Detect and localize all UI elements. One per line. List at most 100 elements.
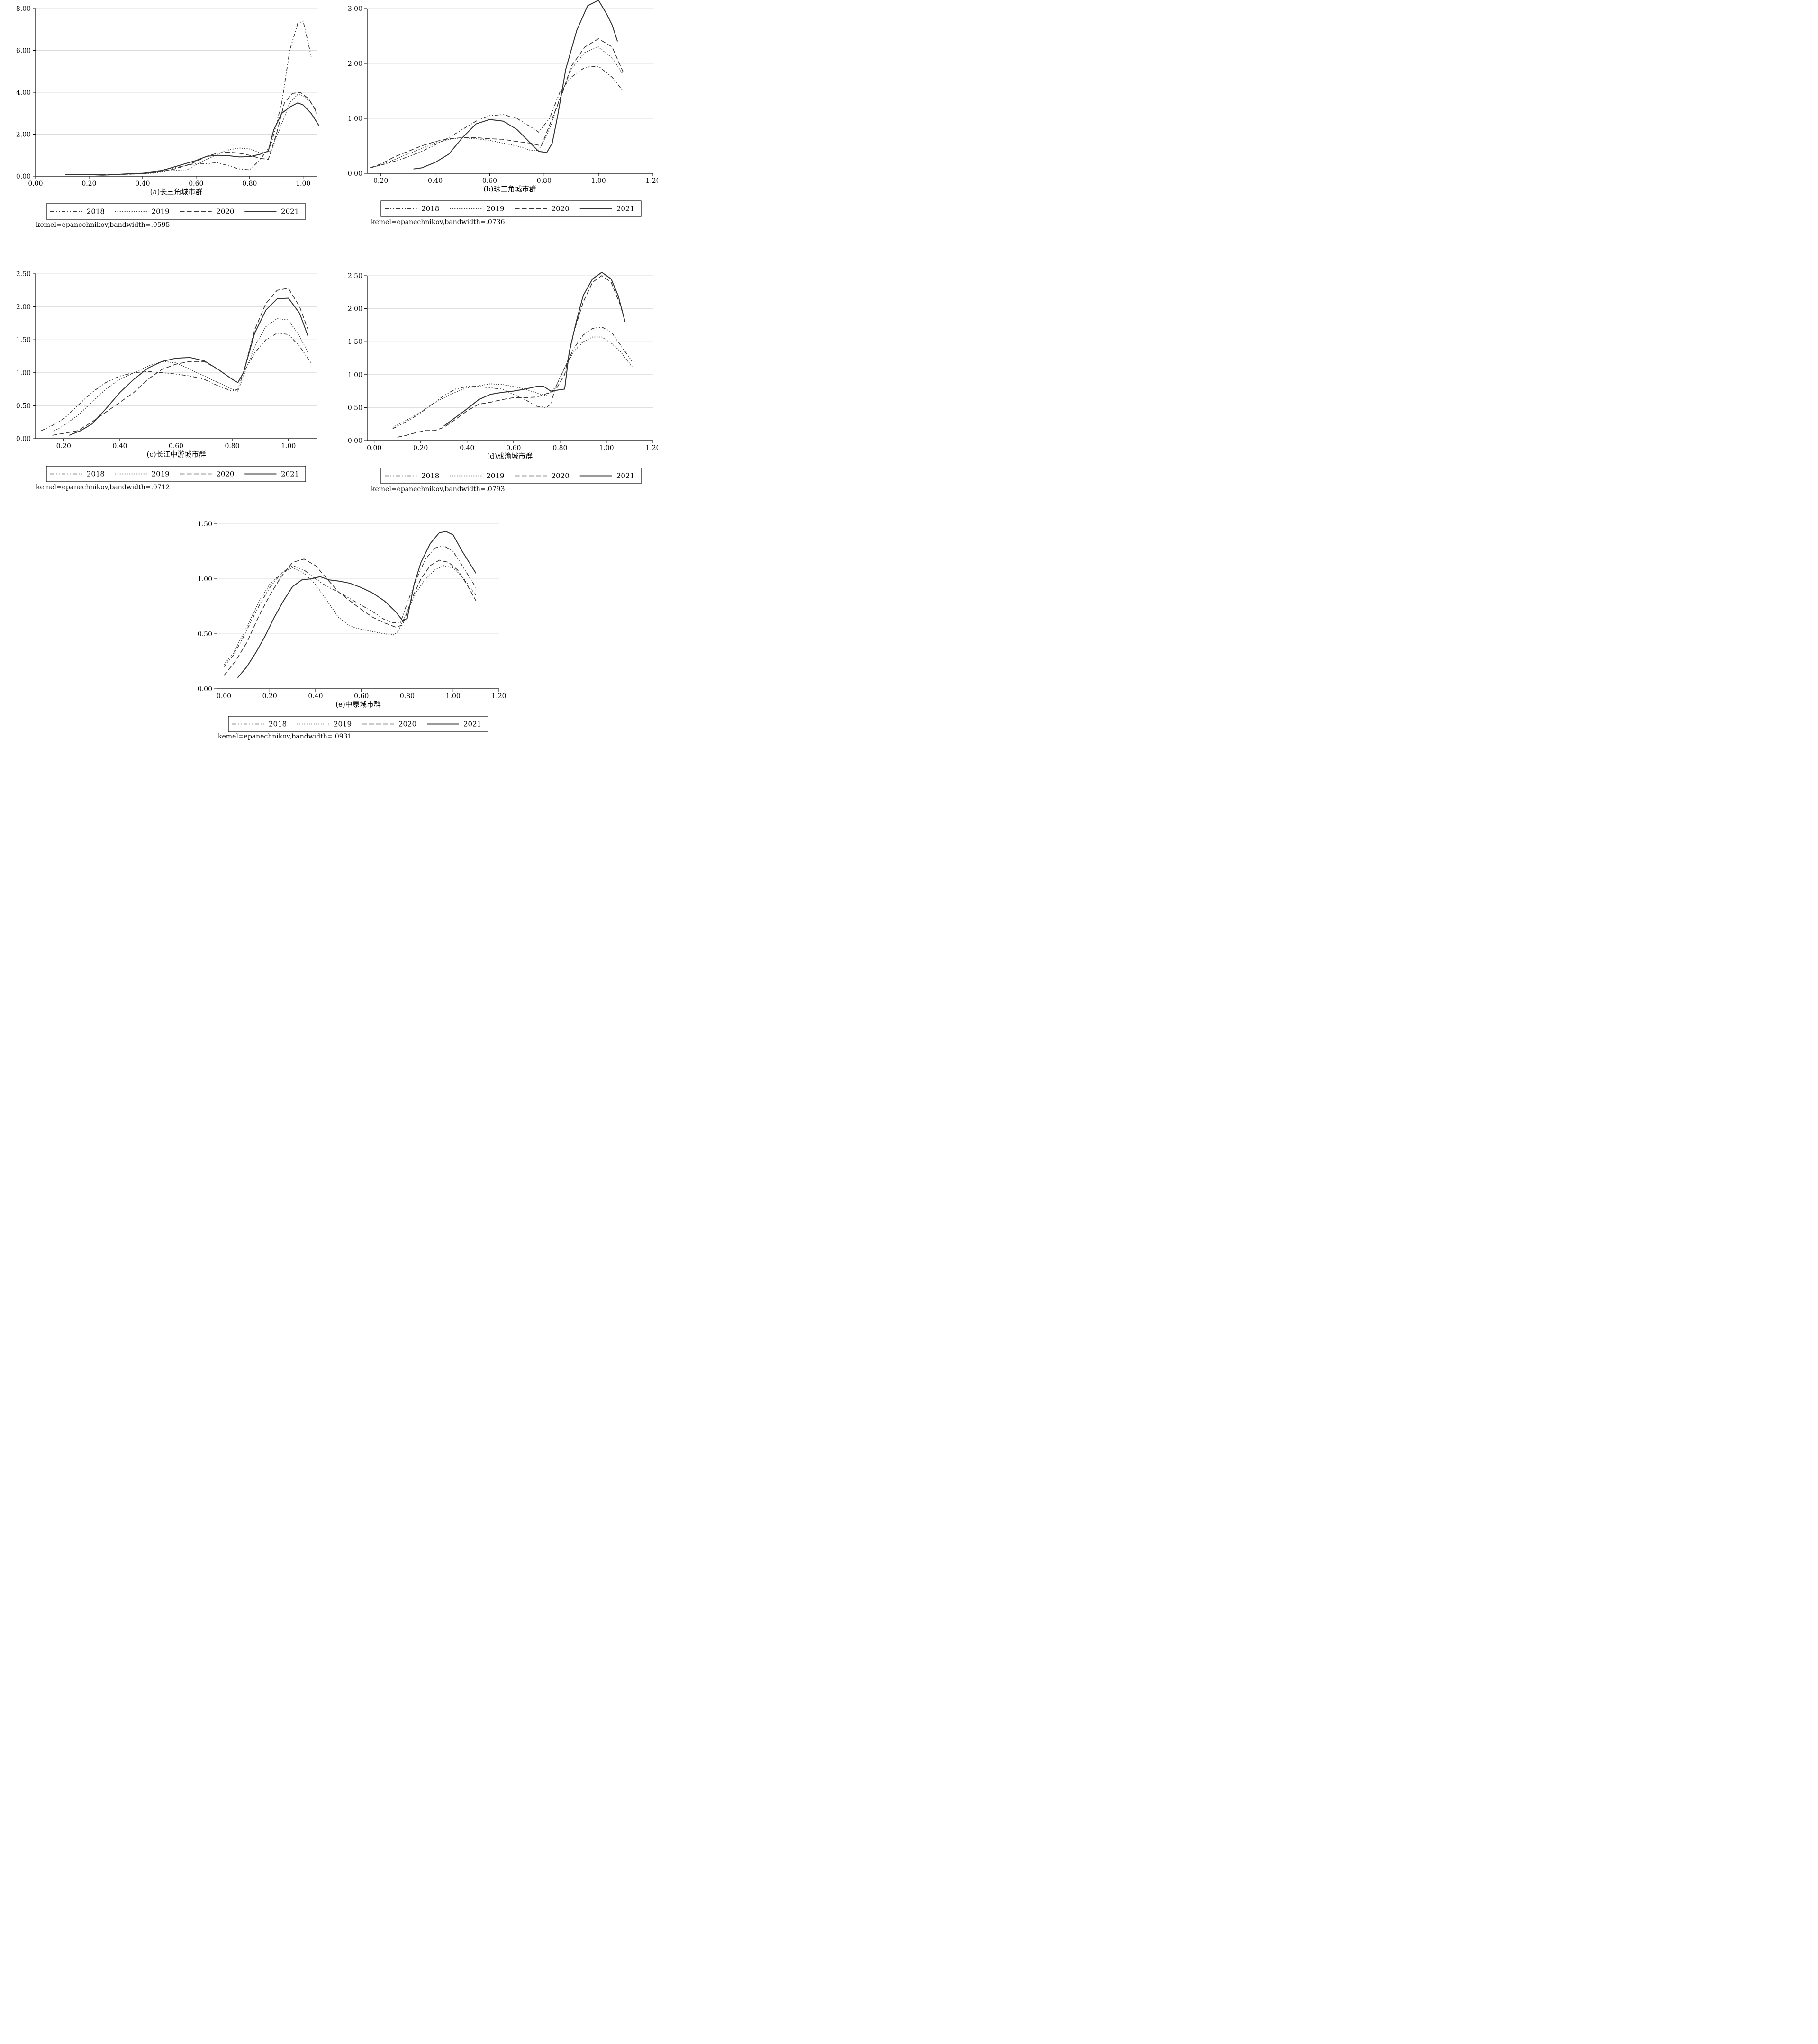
x-tick-label: 0.40	[428, 177, 443, 185]
x-tick-label: 0.40	[112, 442, 127, 450]
kernel-note: kemel=epanechnikov,bandwidth=.0595	[36, 221, 170, 229]
legend-label: 2020	[216, 207, 234, 216]
y-tick-label: 2.00	[348, 60, 362, 68]
y-tick-label: 2.00	[16, 304, 31, 311]
legend-label: 2021	[463, 720, 481, 729]
legend-label: 2020	[552, 205, 570, 213]
x-tick-label: 1.00	[296, 180, 310, 188]
x-tick-label: 0.60	[354, 693, 369, 700]
chart-caption: (b)珠三角城市群	[483, 185, 536, 193]
chart-panel-1: 0.00 2.00 4.00 6.00 8.00 0.00 0.20 0.40 0.60 0.80…	[16, 5, 320, 229]
series-line-2021	[413, 0, 618, 170]
legend-label: 2020	[552, 472, 570, 480]
x-tick-label: 1.20	[491, 693, 506, 700]
kernel-note: kemel=epanechnikov,bandwidth=.0931	[218, 733, 352, 740]
legend-label: 2018	[421, 205, 439, 213]
y-tick-label: 1.50	[348, 338, 362, 346]
legend: 2018 2019 2020 2021	[380, 468, 642, 484]
y-tick-label: 2.50	[348, 272, 362, 280]
y-tick-label: 2.00	[348, 306, 362, 313]
legend-label: 2018	[421, 472, 439, 480]
y-tick-label: 0.50	[348, 404, 362, 412]
chart-caption: (c)长江中游城市群	[146, 450, 206, 459]
series-line-2020	[65, 92, 317, 175]
legend: 2018 2019 2020 2021	[46, 203, 306, 220]
y-tick-label: 4.00	[16, 89, 31, 97]
chart-caption: (d)成渝城市群	[487, 452, 533, 460]
y-tick-label: 1.00	[348, 371, 362, 379]
y-tick-label: 0.00	[348, 437, 362, 445]
series-line-2018	[65, 20, 312, 175]
kernel-note: kemel=epanechnikov,bandwidth=.0736	[371, 218, 505, 226]
x-tick-label: 0.20	[56, 442, 71, 450]
series-line-2020	[370, 38, 624, 169]
chart-panel-2: 0.00 1.00 2.00 3.00 0.20 0.40 0.60 0.80 1.00 1.20…	[348, 0, 658, 226]
x-tick-label: 0.40	[460, 444, 474, 452]
y-tick-label: 2.50	[16, 270, 31, 278]
series-line-2020	[223, 558, 477, 676]
legend-label: 2018	[87, 207, 105, 216]
legend-label: 2018	[269, 720, 287, 729]
x-tick-label: 0.60	[169, 442, 183, 450]
y-tick-label: 1.00	[348, 115, 362, 123]
legend: 2018 2019 2020 2021	[46, 466, 306, 482]
series-line-2019	[392, 336, 633, 428]
y-tick-label: 1.00	[198, 576, 212, 583]
series-line-2021	[69, 297, 309, 436]
x-tick-label: 0.00	[28, 180, 43, 188]
x-tick-label: 1.00	[599, 444, 614, 452]
kernel-density-figure: 0.00 2.00 4.00 6.00 8.00 0.00 0.20 0.40 0.60 0.80…	[16, 0, 658, 740]
x-tick-label: 0.40	[308, 693, 323, 700]
legend-box	[228, 716, 488, 732]
series-line-2019	[223, 565, 477, 665]
series-line-2021	[237, 531, 477, 678]
series-line-2021	[65, 102, 320, 176]
legend-label: 2019	[152, 470, 170, 478]
series-line-2020	[397, 275, 625, 438]
series-line-2019	[65, 94, 317, 175]
series-line-2020	[52, 288, 308, 436]
chart-panel-5: 0.00 0.50 1.00 1.50 0.00 0.20 0.40 0.60 0.80 1.00…	[198, 521, 507, 740]
x-tick-label: 1.20	[645, 444, 658, 452]
x-tick-label: 0.00	[367, 444, 381, 452]
legend-label: 2020	[398, 720, 416, 729]
y-tick-label: 0.50	[16, 402, 31, 410]
y-tick-label: 1.50	[16, 336, 31, 344]
y-tick-label: 0.00	[16, 173, 31, 180]
x-tick-label: 0.00	[217, 693, 231, 700]
y-tick-label: 0.00	[198, 685, 212, 693]
legend-label: 2019	[486, 472, 504, 480]
kernel-note: kemel=epanechnikov,bandwidth=.0793	[371, 486, 505, 493]
legend-label: 2019	[152, 207, 170, 216]
series-line-2018	[392, 326, 633, 429]
x-tick-label: 0.80	[225, 442, 240, 450]
series-line-2019	[52, 318, 308, 432]
x-tick-label: 1.00	[446, 693, 461, 700]
legend-label: 2021	[616, 205, 634, 213]
x-tick-label: 0.40	[135, 180, 150, 188]
x-tick-label: 1.20	[645, 177, 658, 185]
x-tick-label: 0.20	[262, 693, 277, 700]
x-tick-label: 0.20	[413, 444, 428, 452]
x-tick-label: 1.00	[591, 177, 606, 185]
series-line-2018	[41, 333, 311, 432]
chart-panel-4: 0.00 0.50 1.00 1.50 2.00 2.50 0.00 0.20 0.40 0.60…	[348, 272, 658, 493]
x-tick-label: 0.20	[373, 177, 388, 185]
x-tick-label: 0.60	[189, 180, 203, 188]
legend-label: 2019	[334, 720, 352, 729]
y-tick-label: 2.00	[16, 131, 31, 139]
x-tick-label: 0.60	[482, 177, 497, 185]
x-tick-label: 1.00	[281, 442, 296, 450]
y-tick-label: 0.50	[198, 630, 212, 638]
series-line-2018	[223, 545, 477, 667]
legend-label: 2021	[281, 207, 299, 216]
legend-label: 2019	[486, 205, 504, 213]
kernel-note: kemel=epanechnikov,bandwidth=.0712	[36, 484, 170, 491]
legend-label: 2021	[281, 470, 299, 478]
legend-label: 2021	[616, 472, 634, 480]
legend: 2018 2019 2020 2021	[228, 716, 488, 732]
y-tick-label: 0.00	[348, 170, 362, 178]
y-tick-label: 3.00	[348, 5, 362, 13]
x-tick-label: 0.20	[81, 180, 96, 188]
x-tick-label: 0.80	[537, 177, 552, 185]
